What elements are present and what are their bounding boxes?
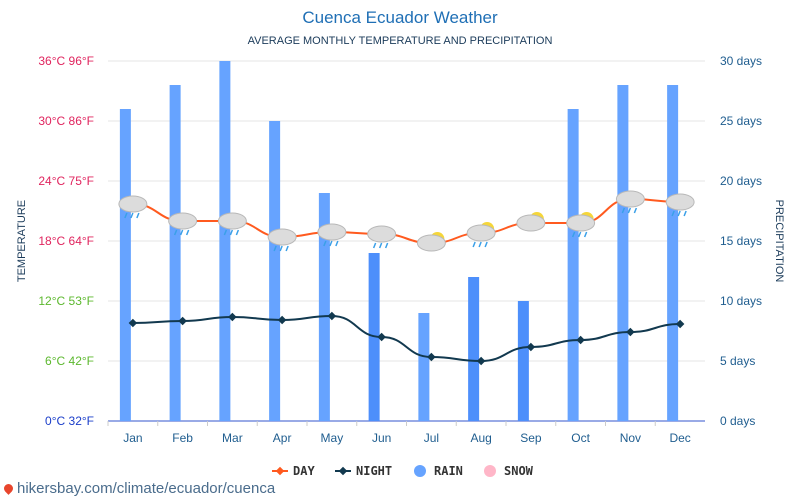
footer-link[interactable]: hikersbay.com/climate/ecuador/cuenca bbox=[2, 480, 276, 497]
rain-drops-icon bbox=[124, 212, 140, 219]
rain-bar bbox=[617, 85, 629, 421]
rain-bar bbox=[169, 85, 181, 421]
x-tick-label: May bbox=[321, 431, 344, 445]
cloud-icon bbox=[118, 195, 148, 213]
cloud-icon bbox=[566, 214, 596, 232]
x-tick-label: Mar bbox=[222, 431, 243, 445]
rain-drops-icon bbox=[571, 231, 588, 238]
night-point bbox=[128, 318, 138, 328]
right-tick-label: 10 days bbox=[720, 294, 762, 308]
rain-drops-icon bbox=[173, 229, 190, 236]
rain-drops-icon bbox=[273, 245, 289, 252]
rain-bar bbox=[517, 301, 529, 421]
cloud-icon bbox=[168, 212, 198, 230]
cloud-icon bbox=[317, 223, 347, 241]
night-point bbox=[327, 311, 337, 321]
legend-marker-icon bbox=[275, 466, 285, 476]
x-tick-label: Nov bbox=[620, 431, 641, 445]
right-tick-label: 5 days bbox=[720, 354, 755, 368]
cloud-icon bbox=[217, 212, 247, 230]
legend-item-rain: RAIN bbox=[434, 464, 463, 478]
legend-dot-icon bbox=[484, 465, 496, 477]
night-point bbox=[476, 356, 486, 366]
left-tick-label: 12°C 53°F bbox=[38, 294, 94, 308]
left-tick-label: 6°C 42°F bbox=[45, 354, 94, 368]
x-tick-label: Sep bbox=[520, 431, 542, 445]
location-pin-icon bbox=[2, 482, 15, 495]
night-point bbox=[576, 335, 585, 345]
night-point bbox=[277, 315, 287, 325]
x-tick-label: Oct bbox=[571, 431, 590, 445]
legend-item-night: NIGHT bbox=[356, 464, 392, 478]
cloud-icon bbox=[267, 228, 297, 246]
x-tick-label: Jun bbox=[372, 431, 391, 445]
night-point bbox=[377, 332, 386, 342]
left-tick-label: 18°C 64°F bbox=[38, 234, 94, 248]
left-tick-label: 30°C 86°F bbox=[38, 114, 94, 128]
legend-dot-icon bbox=[414, 465, 426, 477]
footer-text: hikersbay.com/climate/ecuador/cuenca bbox=[17, 480, 276, 497]
left-tick-label: 0°C 32°F bbox=[45, 414, 94, 428]
rain-bar bbox=[567, 109, 579, 421]
right-tick-label: 15 days bbox=[720, 234, 762, 248]
right-tick-label: 30 days bbox=[720, 54, 762, 68]
x-tick-label: Jan bbox=[123, 431, 142, 445]
night-point bbox=[675, 319, 685, 329]
cloud-icon bbox=[665, 193, 695, 211]
night-point bbox=[178, 316, 187, 326]
rain-drops-icon bbox=[472, 241, 488, 248]
right-tick-label: 25 days bbox=[720, 114, 762, 128]
cloud-icon bbox=[416, 234, 446, 252]
rain-drops-icon bbox=[671, 210, 687, 217]
right-tick-label: 20 days bbox=[720, 174, 762, 188]
rain-drops-icon bbox=[372, 242, 389, 249]
day-line bbox=[132, 197, 681, 245]
rain-bar bbox=[269, 121, 281, 421]
rain-bar bbox=[418, 313, 430, 421]
y-axis-label-right: PRECIPITATION bbox=[773, 200, 785, 283]
left-tick-label: 36°C 96°F bbox=[38, 54, 94, 68]
rain-bar bbox=[318, 193, 330, 421]
x-tick-label: Feb bbox=[172, 431, 193, 445]
rain-bar bbox=[119, 109, 131, 421]
night-point bbox=[427, 352, 436, 362]
legend-item-day: DAY bbox=[293, 464, 315, 478]
cloud-icon bbox=[466, 224, 496, 242]
rain-bar bbox=[468, 277, 480, 421]
night-line bbox=[132, 314, 681, 363]
rain-drops-icon bbox=[621, 207, 638, 214]
night-point bbox=[228, 312, 237, 322]
cloud-icon bbox=[615, 190, 645, 208]
right-tick-label: 0 days bbox=[720, 414, 755, 428]
x-tick-label: Jul bbox=[424, 431, 439, 445]
chart-subtitle: AVERAGE MONTHLY TEMPERATURE AND PRECIPIT… bbox=[247, 35, 553, 47]
x-tick-label: Apr bbox=[273, 431, 292, 445]
x-tick-label: Aug bbox=[470, 431, 491, 445]
x-tick-label: Dec bbox=[669, 431, 690, 445]
left-tick-label: 24°C 75°F bbox=[38, 174, 94, 188]
rain-bar bbox=[219, 61, 231, 421]
rain-drops-icon bbox=[223, 229, 240, 236]
rain-bar bbox=[667, 85, 679, 421]
night-point bbox=[626, 327, 635, 337]
cloud-icon bbox=[516, 214, 546, 232]
cloud-icon bbox=[367, 225, 397, 243]
chart-title: Cuenca Ecuador Weather bbox=[302, 8, 498, 27]
legend-marker-icon bbox=[338, 466, 348, 476]
legend-item-snow: SNOW bbox=[504, 464, 534, 478]
night-point bbox=[526, 342, 536, 352]
rain-drops-icon bbox=[323, 240, 339, 247]
y-axis-label-left: TEMPERATURE bbox=[16, 200, 28, 282]
